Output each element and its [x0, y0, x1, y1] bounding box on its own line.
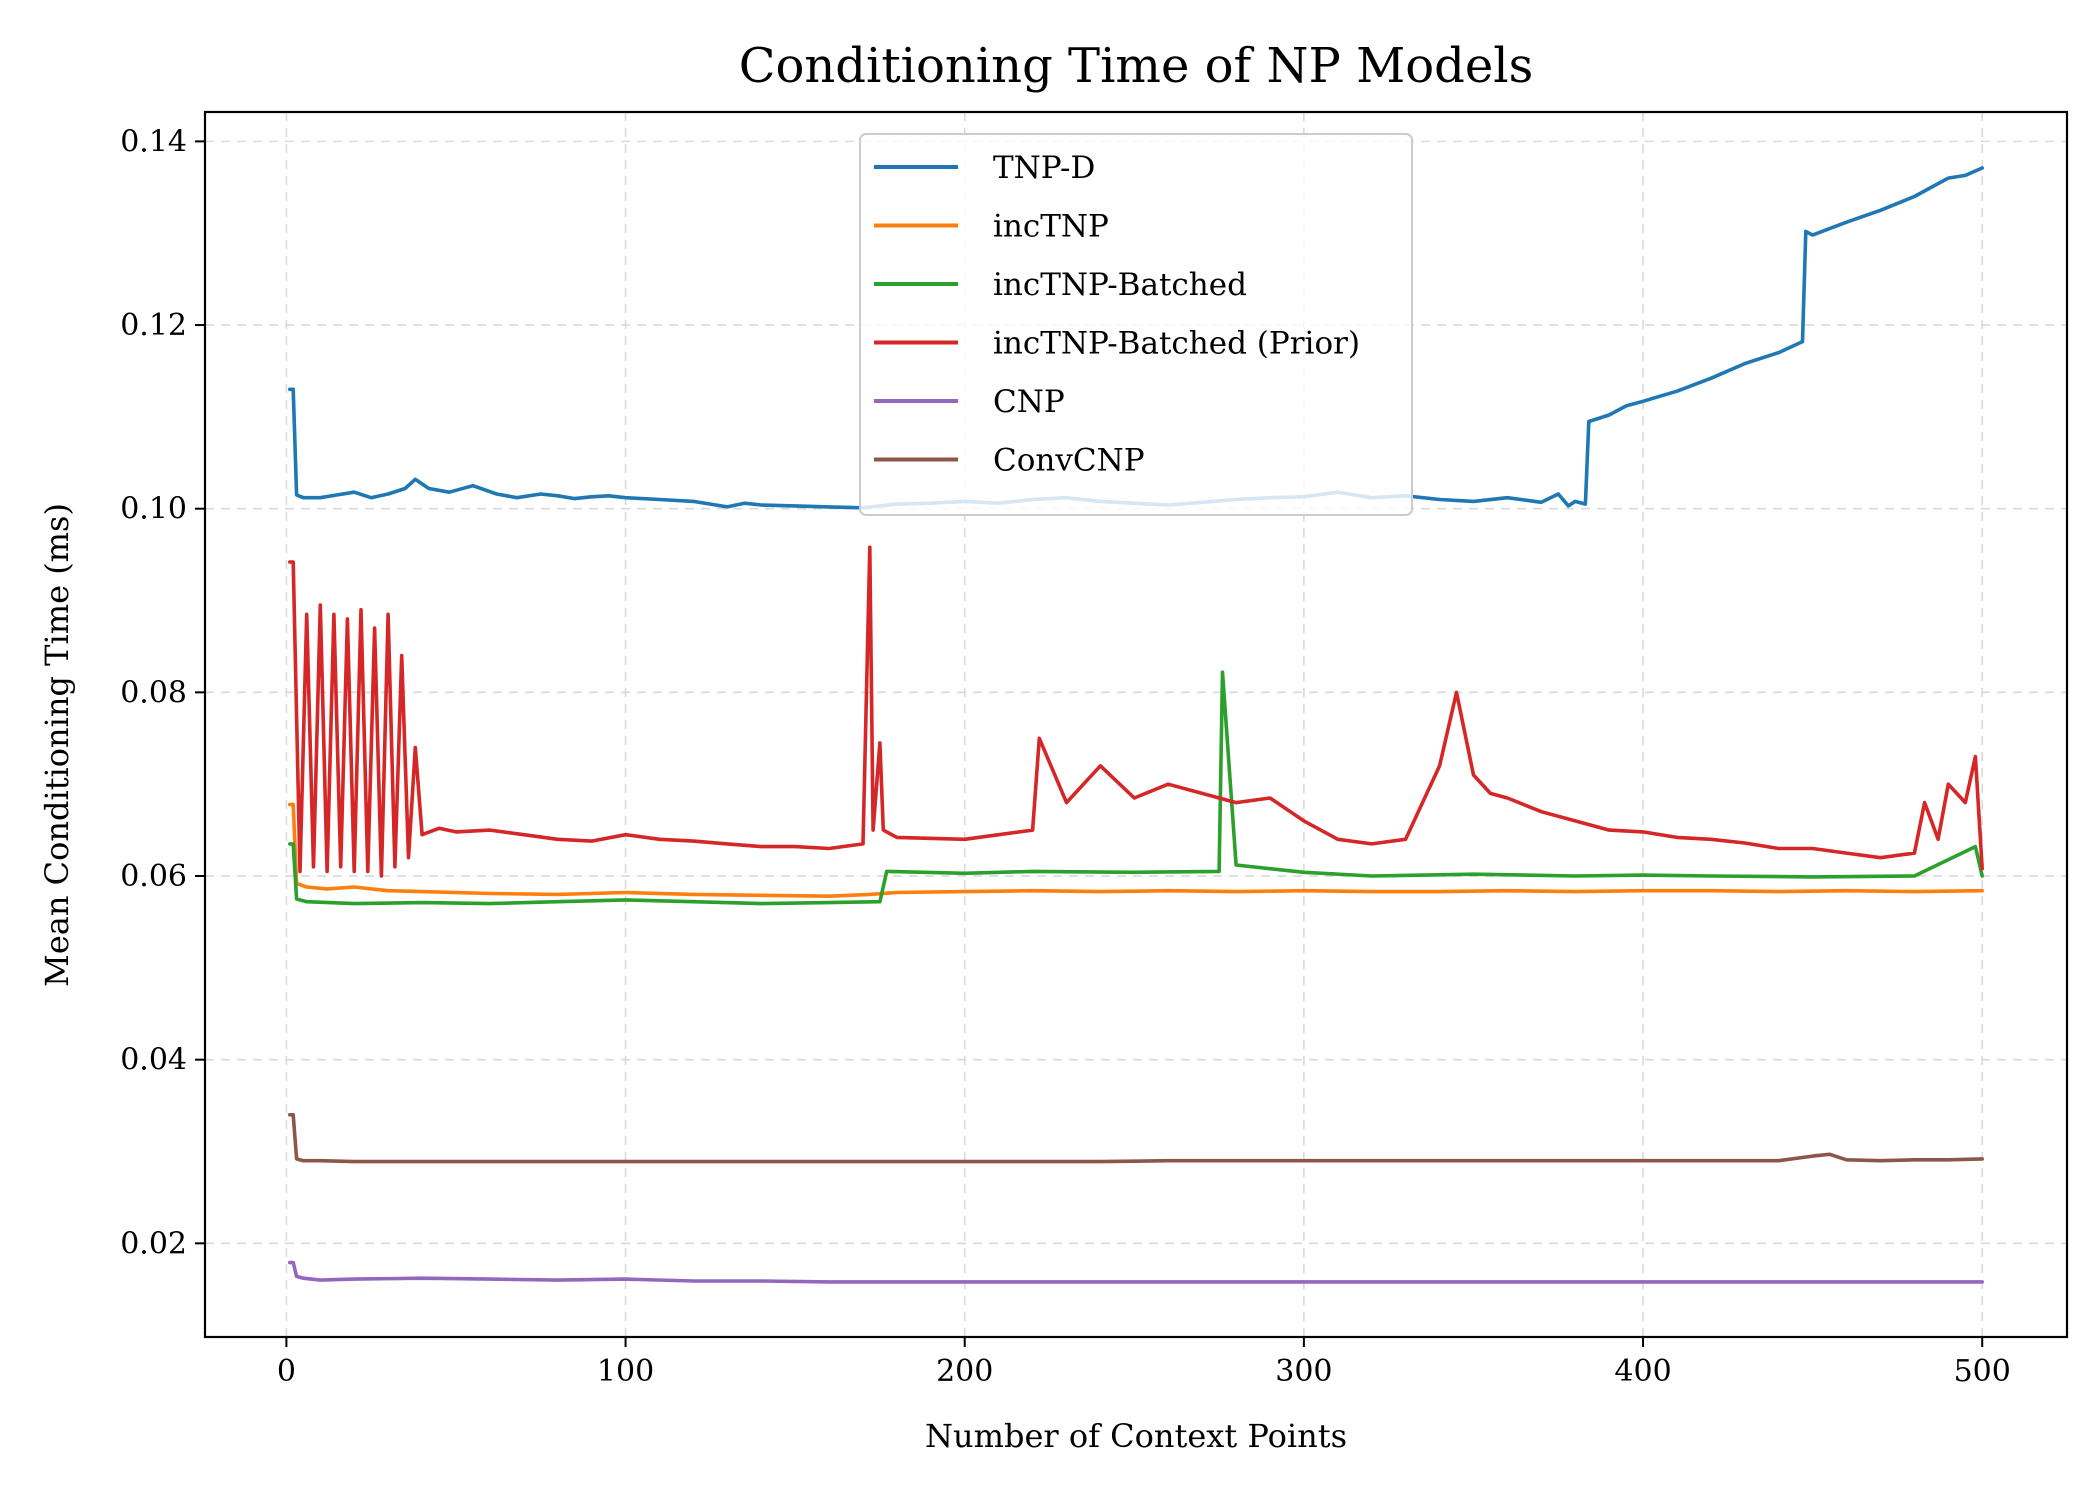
legend-label-1: incTNP [993, 209, 1109, 245]
plot-frame [203, 110, 2069, 1339]
y-tick-label: 0.06 [120, 859, 187, 894]
x-tick-label: 400 [1614, 1354, 1671, 1389]
chart-title: Conditioning Time of NP Models [739, 38, 1534, 94]
y-tick-label: 0.14 [120, 124, 187, 159]
legend-label-0: TNP-D [993, 150, 1095, 186]
legend: TNP-D incTNP incTNP-Batched incTNP-Batched … [859, 133, 1413, 516]
ticks-layer: 0 100 200 300 400 500 0.02 0.04 0.06 0.08 0.10 0.12… [120, 124, 2011, 1389]
y-tick-label: 0.08 [120, 675, 187, 710]
series-line-2 [287, 670, 1984, 906]
y-tick-label: 0.10 [120, 492, 187, 527]
x-tick-label: 0 [277, 1354, 296, 1389]
series-line-3 [287, 545, 1984, 878]
y-tick-label: 0.04 [120, 1043, 187, 1078]
series-line-1 [287, 802, 1984, 899]
legend-box [859, 133, 1413, 516]
legend-label-4: CNP [993, 384, 1065, 420]
series-line-5 [287, 1113, 1984, 1164]
legend-label-2: incTNP-Batched [993, 267, 1247, 303]
series-line-4 [287, 1260, 1984, 1284]
x-tick-label: 100 [597, 1354, 654, 1389]
x-tick-label: 500 [1954, 1354, 2011, 1389]
y-tick-label: 0.12 [120, 308, 187, 343]
x-tick-label: 200 [936, 1354, 993, 1389]
legend-label-3: incTNP-Batched (Prior) [993, 326, 1360, 362]
y-tick-label: 0.02 [120, 1226, 187, 1261]
legend-label-5: ConvCNP [993, 443, 1145, 479]
x-tick-label: 300 [1275, 1354, 1332, 1389]
x-axis-label: Number of Context Points [925, 1417, 1347, 1455]
y-axis-label: Mean Conditioning Time (ms) [38, 503, 76, 987]
